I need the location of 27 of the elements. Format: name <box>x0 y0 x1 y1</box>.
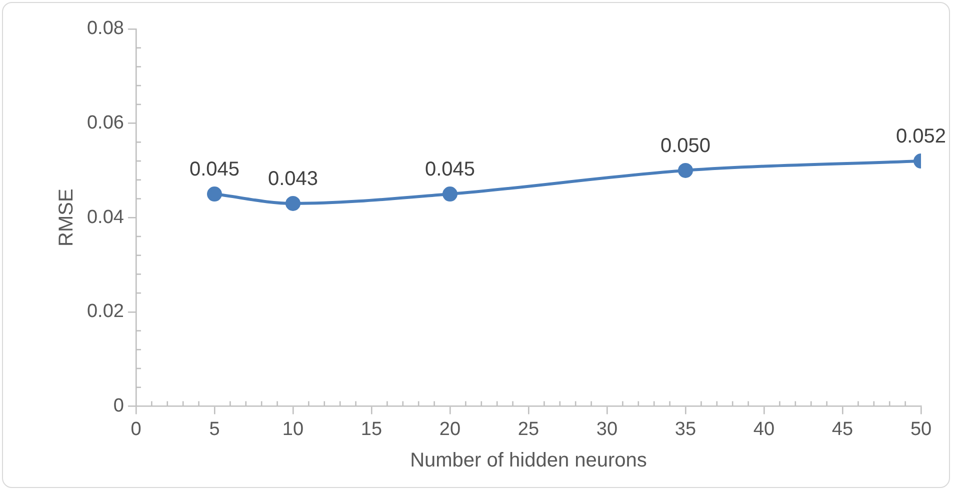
y-tick-label: 0.06 <box>86 112 124 134</box>
y-tick-label: 0.08 <box>86 18 124 40</box>
y-tick-label: 0.04 <box>86 206 124 228</box>
text: 0.045 <box>424 158 476 181</box>
x-tick-label: 25 <box>518 418 540 440</box>
text: 0.045 <box>189 158 240 181</box>
x-tick-label: 5 <box>209 418 220 440</box>
x-tick-label: 35 <box>674 418 696 440</box>
x-axis-title: Number of hidden neurons <box>410 450 647 472</box>
x-tick-label: 50 <box>910 418 932 440</box>
y-tick-label: 0 <box>113 395 124 416</box>
x-tick-label: 45 <box>832 418 854 440</box>
x-tick-label: 15 <box>360 418 382 440</box>
x-tick-label: 30 <box>596 418 618 440</box>
y-tick-label: 0.02 <box>86 301 124 322</box>
x-tick-label: 40 <box>753 418 775 440</box>
text: 0.050 <box>660 134 711 157</box>
x-tick-label: 0 <box>130 418 142 440</box>
text: 0.043 <box>268 168 318 190</box>
point <box>206 186 222 202</box>
point <box>678 162 693 178</box>
x-tick-label: 10 <box>282 418 304 440</box>
point <box>285 196 300 211</box>
point <box>442 186 458 202</box>
y-axis-title: RMSE <box>56 188 78 246</box>
text: 0.052 <box>896 126 946 148</box>
x-tick-label: 20 <box>439 418 461 440</box>
